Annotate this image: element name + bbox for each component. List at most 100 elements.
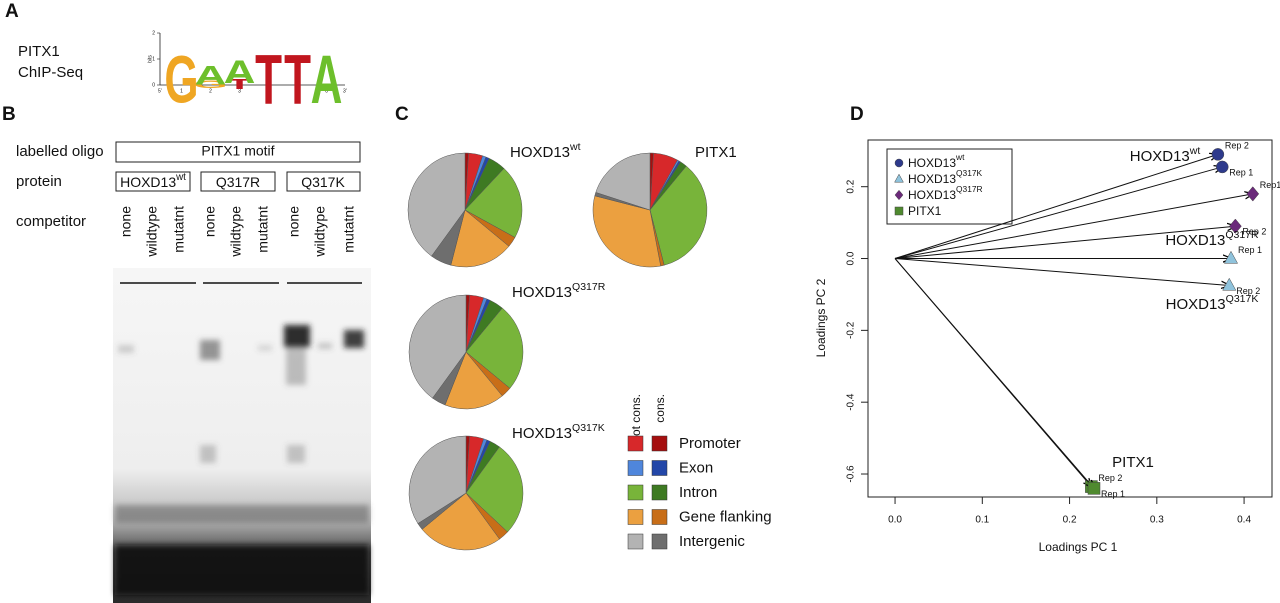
point — [894, 173, 904, 183]
legend-label-base: HOXD13 — [908, 172, 956, 186]
loading-arrow — [894, 167, 1222, 260]
legend-header: cons. — [653, 394, 667, 423]
logo-tick-label: 0 — [152, 82, 155, 88]
logo-letter: A — [311, 42, 343, 118]
legend-label: Gene flanking — [679, 508, 772, 525]
protein-label: Q317R — [216, 174, 260, 190]
protein-box — [200, 171, 276, 192]
legend-label: Intergenic — [679, 533, 745, 550]
oligo-label: PITX1 motif — [201, 143, 274, 159]
pie-title: HOXD13Q317R — [512, 281, 606, 301]
group-label: PITX1 — [1112, 454, 1154, 471]
point-label: Rep 1 — [1101, 489, 1125, 499]
group-label-base: PITX1 — [1112, 454, 1154, 471]
pie-slice — [408, 294, 467, 399]
group-label-base: HOXD13 — [1166, 296, 1226, 313]
pie-slice — [649, 165, 708, 266]
panel-label: D — [850, 104, 864, 125]
protein-label: HOXD13wt — [120, 172, 186, 190]
loading-arrow — [894, 194, 1253, 260]
legend-swatch — [651, 509, 668, 525]
lane-label: mutatnt — [341, 206, 357, 253]
group-label: HOXD13Q317K — [1166, 293, 1259, 313]
point — [1229, 218, 1242, 234]
pie-title: HOXD13wt — [510, 141, 581, 161]
lane-label: none — [286, 206, 302, 237]
logo-letter: G — [164, 42, 198, 116]
logo-end: 5' — [158, 88, 162, 94]
legend-label-base: HOXD13 — [908, 188, 956, 202]
logo-tick-label: 2 — [152, 30, 155, 36]
protein-label-sup: wt — [175, 172, 186, 183]
protein-label-base: Q317R — [216, 174, 260, 190]
protein-label: Q317K — [301, 174, 345, 190]
y-tick-label: 0.2 — [846, 179, 857, 193]
pie-slice — [407, 152, 466, 257]
legend-swatch — [627, 435, 644, 452]
group-label-sup: wt — [1189, 145, 1201, 157]
point — [1246, 186, 1260, 202]
legend-label: HOXD13wt — [908, 152, 965, 170]
pie-slice — [450, 209, 510, 268]
pie-slice — [465, 307, 524, 389]
group-label: HOXD13Q317R — [1165, 229, 1259, 249]
point — [894, 206, 904, 216]
group-label-sup: Q317K — [1226, 293, 1259, 305]
oligo-box — [115, 141, 361, 163]
protein-label-base: Q317K — [301, 174, 345, 190]
logo-tick-label: 1 — [152, 56, 155, 62]
x-axis-label: Loadings PC 1 — [1039, 540, 1118, 554]
group-label-base: HOXD13 — [1165, 232, 1225, 249]
pie-slice — [408, 435, 467, 524]
group-label: HOXD13wt — [1130, 145, 1201, 165]
legend-label: Promoter — [679, 435, 741, 452]
logo-letter: A — [224, 55, 256, 91]
pie-slice — [464, 168, 523, 238]
x-tick-label: 0.4 — [1237, 515, 1251, 526]
point-label: Rep 2 — [1098, 473, 1122, 483]
logo-position: 4 — [267, 88, 270, 94]
x-tick-label: 0.2 — [1063, 515, 1077, 526]
lane-label: none — [118, 206, 134, 237]
legend-swatch — [651, 533, 668, 550]
y-tick-label: 0.0 — [846, 251, 857, 265]
point-label: Rep 1 — [1229, 167, 1253, 177]
logo-letter: T — [255, 41, 282, 119]
loading-arrow — [895, 258, 1229, 286]
panel-label: A — [5, 1, 19, 22]
pie-slice — [421, 492, 500, 551]
point-label: Rep 1 — [1238, 245, 1262, 255]
point — [1223, 250, 1239, 264]
legend-swatch — [627, 460, 644, 476]
pie-slice — [444, 351, 503, 410]
x-tick-label: 0.0 — [888, 515, 902, 526]
logo-position: 5 — [296, 88, 299, 94]
legend-label-base: HOXD13 — [908, 156, 956, 170]
lane-label: wildtype — [228, 206, 244, 258]
loading-arrow — [894, 258, 1094, 489]
pie-title-base: HOXD13 — [512, 284, 572, 301]
panel-label: B — [2, 104, 16, 125]
pie-title: PITX1 — [695, 144, 737, 161]
legend-label: HOXD13Q317K — [908, 168, 983, 186]
point-label: Rep1 — [1260, 180, 1280, 190]
x-tick-label: 0.3 — [1150, 515, 1164, 526]
legend-header: not cons. — [629, 394, 643, 443]
pie-title-sup: Q317R — [572, 281, 606, 293]
protein-box — [115, 171, 191, 192]
logo-y-label: bits — [147, 55, 153, 63]
lane-label: wildtype — [144, 206, 160, 258]
pie-slice — [465, 446, 524, 533]
pie-title-sup: wt — [569, 141, 581, 153]
gel-image — [113, 268, 371, 603]
lane-label: mutatnt — [255, 206, 271, 253]
row-label: labelled oligo — [16, 143, 104, 160]
y-axis-label: Loadings PC 2 — [814, 278, 828, 357]
logo-position: 3 — [238, 88, 241, 94]
point — [1087, 482, 1101, 495]
legend-label-sup: Q317K — [956, 168, 982, 178]
panel-label: C — [395, 104, 409, 125]
lane-label: none — [202, 206, 218, 237]
protein-box — [286, 171, 361, 192]
y-tick-label: -0.4 — [846, 393, 857, 411]
